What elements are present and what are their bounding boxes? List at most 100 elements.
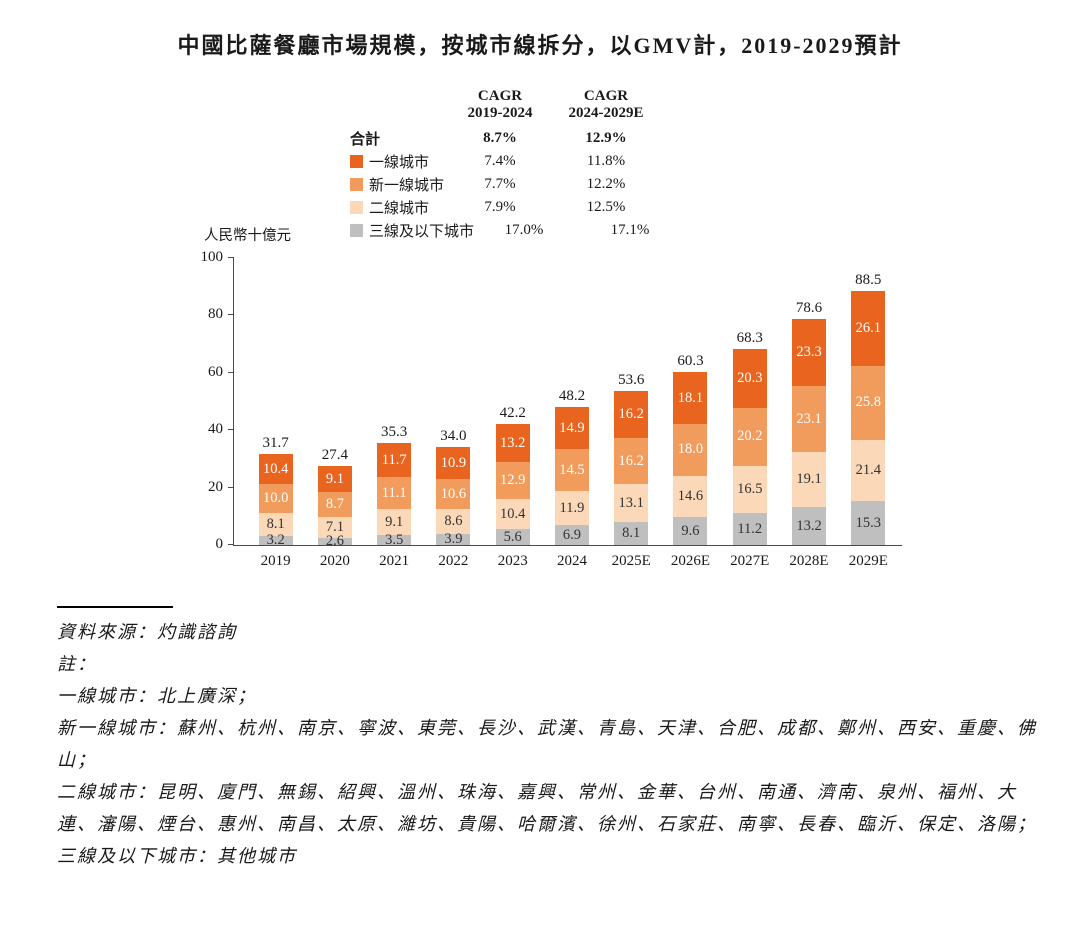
y-tick-mark [228, 257, 234, 258]
segment-三線及以下城市: 5.6 [495, 528, 530, 545]
y-tick-label: 0 [215, 536, 224, 552]
y-tick-mark [228, 544, 234, 545]
bar-group-2025E: 53.6 16.2 16.2 13.1 8.1 2025E [602, 258, 660, 569]
legend-label: 三線及以下城市 [369, 224, 475, 240]
bar-stack: 20.3 20.2 16.5 11.2 [732, 349, 767, 545]
segment-新一線城市: 23.1 [792, 386, 827, 453]
total-label: 68.3 [736, 330, 763, 347]
total-label: 35.3 [381, 424, 408, 441]
x-axis-label: 2022 [438, 553, 469, 569]
bar-stack: 16.2 16.2 13.1 8.1 [614, 391, 649, 545]
bar-stack: 9.1 8.7 7.1 2.6 [317, 466, 352, 549]
note-line-new-tier1: 新一線城市：蘇州、杭州、南京、寧波、東莞、長沙、武漢、青島、天津、合肥、成都、鄭… [57, 718, 1037, 770]
legend-total-label: 合計 [350, 132, 381, 148]
segment-二線城市: 9.1 [377, 508, 412, 535]
segment-三線及以下城市: 15.3 [851, 501, 886, 545]
legend-cagr-2024-2029: 12.5% [586, 199, 626, 215]
x-axis-label: 2026E [670, 553, 711, 569]
y-tick-label: 20 [208, 478, 223, 495]
segment-三線及以下城市: 6.9 [554, 525, 589, 545]
cagr-header-2024-2029: CAGR 2024-2029E [568, 88, 644, 121]
segment-一線城市: 9.1 [317, 466, 352, 493]
x-axis-label: 2021 [379, 553, 410, 569]
y-tick-mark [228, 486, 234, 488]
segment-一線城市: 10.9 [436, 447, 471, 479]
total-label: 48.2 [558, 387, 586, 404]
source-divider [57, 606, 173, 608]
segment-新一線城市: 20.2 [732, 407, 767, 466]
y-tick-label: 80 [208, 306, 223, 323]
legend-header-row: CAGR 2019-2024 CAGR 2024-2029E [350, 88, 686, 122]
x-axis-label: 2023 [497, 553, 528, 569]
bar-stack: 23.3 23.1 19.1 13.2 [792, 319, 827, 545]
bar-group-2028E: 78.6 23.3 23.1 19.1 13.2 2028E [780, 258, 838, 569]
bar-group-2026E: 60.3 18.1 18.0 14.6 9.6 2026E [661, 258, 719, 569]
y-tick-mark [228, 371, 234, 373]
segment-三線及以下城市: 2.6 [317, 533, 352, 549]
bar-stack: 11.7 11.1 9.1 3.5 [377, 443, 412, 547]
segment-新一線城市: 8.7 [317, 492, 352, 518]
legend-swatch [350, 155, 363, 168]
x-axis-label: 2027E [730, 553, 770, 569]
legend-total-cagr-2019-2024: 8.7% [483, 130, 517, 146]
plot-area: 31.7 10.4 10.0 8.1 3.2 2019 27.4 9.1 8.7 7.1 2.6 20… [234, 258, 902, 569]
total-label: 31.7 [262, 435, 289, 452]
bar-group-2019: 31.7 10.4 10.0 8.1 3.2 2019 [247, 258, 305, 569]
y-tick-mark [228, 429, 234, 431]
legend-label: 二線城市 [369, 201, 430, 217]
segment-新一線城市: 16.2 [614, 437, 649, 485]
segment-二線城市: 21.4 [851, 439, 886, 502]
bar-stack: 13.2 12.9 10.4 5.6 [495, 424, 530, 545]
x-axis-label: 2019 [260, 553, 291, 569]
segment-新一線城市: 10.0 [258, 483, 293, 513]
note-label: 註： [57, 654, 97, 674]
legend-label: 一線城市 [369, 155, 430, 171]
total-label: 42.2 [499, 405, 526, 422]
x-axis-label: 2029E [848, 553, 888, 569]
segment-二線城市: 7.1 [317, 517, 352, 538]
bar-group-2020: 27.4 9.1 8.7 7.1 2.6 2020 [306, 258, 364, 569]
legend-row-0: 一線城市 7.4% 11.8% [350, 150, 686, 173]
segment-新一線城市: 12.9 [495, 462, 530, 500]
segment-新一線城市: 14.5 [554, 449, 589, 492]
legend: CAGR 2019-2024 CAGR 2024-2029E 合計 8.7% 1… [350, 88, 686, 242]
legend-cagr-2019-2024: 7.4% [484, 153, 516, 169]
total-label: 88.5 [855, 271, 882, 288]
x-axis-label: 2028E [789, 553, 829, 569]
legend-row-1: 新一線城市 7.7% 12.2% [350, 173, 686, 196]
segment-新一線城市: 18.0 [673, 423, 708, 476]
bar-group-2022: 34.0 10.9 10.6 8.6 3.9 2022 [424, 258, 482, 569]
total-label: 78.6 [795, 300, 823, 317]
chart-title: 中國比薩餐廳市場規模，按城市線拆分，以GMV計，2019-2029預計 [177, 33, 903, 58]
legend-cagr-2024-2029: 17.1% [610, 222, 650, 238]
segment-三線及以下城市: 8.1 [614, 521, 649, 545]
bar-group-2029E: 88.5 26.1 25.8 21.4 15.3 2029E [839, 258, 897, 569]
segment-一線城市: 26.1 [851, 290, 886, 366]
segment-新一線城市: 10.6 [436, 478, 471, 510]
bar-stack: 26.1 25.8 21.4 15.3 [851, 290, 886, 545]
x-axis-label: 2025E [611, 553, 651, 569]
segment-三線及以下城市: 11.2 [732, 512, 767, 545]
segment-三線及以下城市: 9.6 [673, 517, 708, 545]
segment-二線城市: 8.6 [436, 509, 471, 534]
legend-label: 新一線城市 [369, 178, 445, 194]
legend-cagr-2024-2029: 12.2% [586, 176, 626, 192]
segment-二線城市: 10.4 [495, 499, 530, 529]
legend-swatch [350, 178, 363, 191]
stacked-bar-chart: 人民幣十億元 0 20 40 60 80 100 31.7 10.4 10.0 8.1 3.2 20… [201, 228, 902, 569]
segment-一線城市: 11.7 [377, 443, 412, 478]
legend-cagr-2019-2024: 7.7% [484, 176, 516, 192]
bar-stack: 10.4 10.0 8.1 3.2 [258, 454, 293, 548]
segment-三線及以下城市: 3.2 [258, 533, 293, 548]
segment-一線城市: 20.3 [732, 349, 767, 408]
segment-一線城市: 13.2 [495, 424, 530, 463]
legend-total-cagr-2024-2029: 12.9% [585, 130, 627, 146]
segment-一線城市: 16.2 [614, 391, 649, 438]
bar-stack: 18.1 18.0 14.6 9.6 [673, 371, 708, 545]
segment-三線及以下城市: 3.5 [377, 532, 412, 547]
segment-一線城市: 18.1 [673, 371, 708, 424]
y-tick-mark [228, 314, 234, 316]
source-text: 資料來源：灼識諮詢 [57, 622, 237, 642]
x-axis-label: 2024 [556, 553, 587, 569]
